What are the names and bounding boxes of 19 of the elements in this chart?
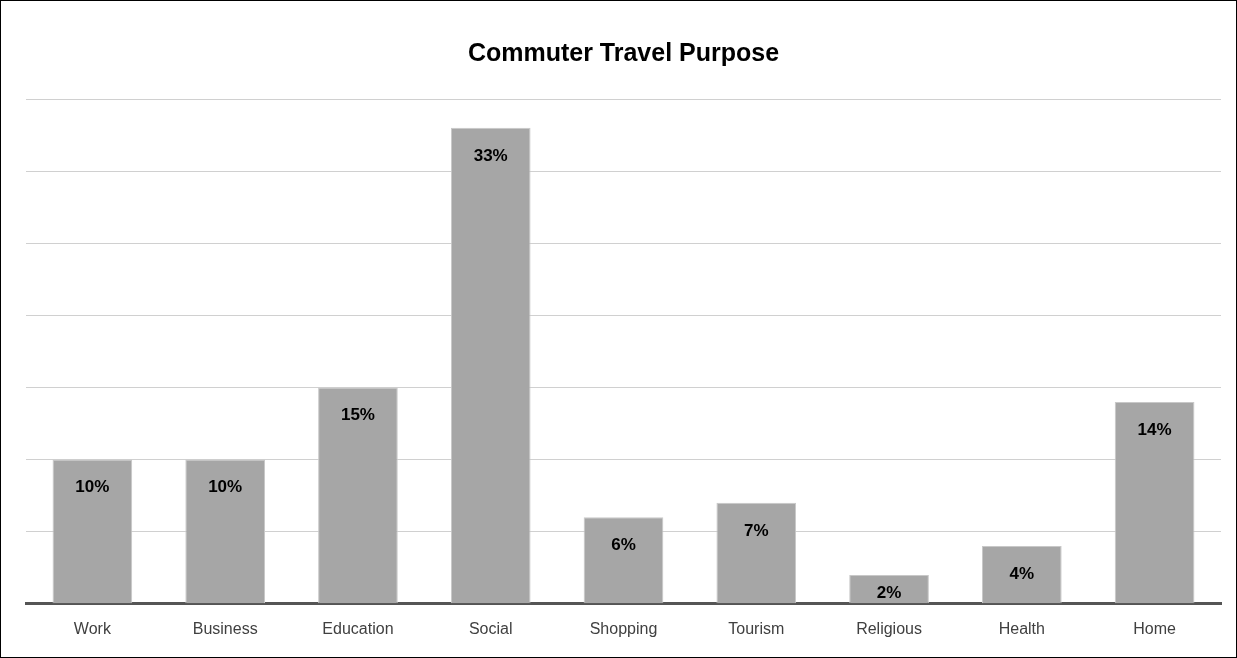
- x-tick-label: Religious: [856, 619, 922, 637]
- chart-title: Commuter Travel Purpose: [467, 37, 780, 66]
- data-label: 7%: [743, 520, 769, 540]
- data-label: 2%: [876, 582, 902, 602]
- data-label: 15%: [340, 405, 375, 425]
- x-tick-label: Work: [73, 619, 112, 637]
- data-label: 10%: [75, 477, 110, 497]
- x-tick-label: Health: [998, 619, 1045, 637]
- x-tick-label: Tourism: [728, 619, 785, 637]
- x-tick-label: Business: [192, 619, 258, 637]
- x-tick-label: Shopping: [589, 619, 658, 637]
- data-label: 33%: [473, 145, 508, 165]
- data-label: 10%: [208, 477, 243, 497]
- x-tick-label: Social: [468, 619, 513, 637]
- data-label: 14%: [1137, 419, 1172, 439]
- x-tick-label: Education: [322, 619, 394, 637]
- x-tick-label: Home: [1133, 619, 1177, 637]
- data-label: 4%: [1009, 563, 1035, 583]
- data-label: 6%: [611, 534, 636, 554]
